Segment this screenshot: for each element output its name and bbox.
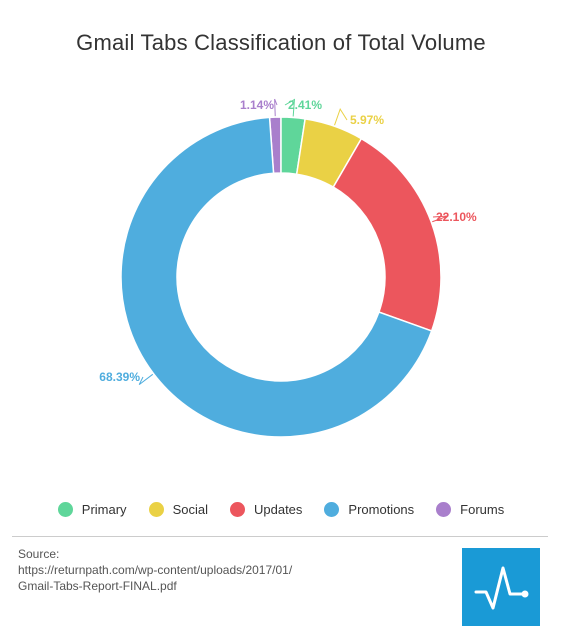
source-url-line-1[interactable]: https://returnpath.com/wp-content/upload… — [18, 563, 293, 577]
donut-chart: 1.14% 2.41% 5.97% 22.10% 68.39% — [99, 98, 477, 438]
data-label-forums: 1.14% — [240, 98, 274, 112]
source-citation: Source: https://returnpath.com/wp-conten… — [18, 546, 378, 594]
legend-dot-social — [148, 502, 164, 517]
legend-label-social: Social — [172, 502, 208, 517]
chart-title: Gmail Tabs Classification of Total Volum… — [76, 30, 486, 55]
legend-item-promotions[interactable]: Promotions — [324, 502, 414, 517]
data-label-updates: 22.10% — [436, 210, 477, 224]
legend-dot-forums — [436, 502, 452, 517]
leader-line-social — [334, 107, 348, 126]
data-label-promotions: 68.39% — [99, 370, 140, 384]
data-label-social: 5.97% — [350, 113, 384, 127]
slice-updates[interactable] — [332, 137, 442, 332]
legend-dot-updates — [229, 502, 245, 517]
footer-divider — [12, 536, 548, 537]
legend-dot-promotions — [324, 502, 340, 517]
legend-item-updates[interactable]: Updates — [229, 502, 303, 517]
legend-label-updates: Updates — [253, 502, 303, 517]
data-label-primary: 2.41% — [288, 98, 322, 112]
leader-line-promotions — [138, 373, 154, 386]
legend-dot-primary — [57, 502, 73, 517]
legend-label-promotions: Promotions — [348, 502, 415, 517]
legend-label-forums: Forums — [460, 502, 505, 517]
source-url-line-2[interactable]: Gmail-Tabs-Report-FINAL.pdf — [18, 579, 177, 593]
chart-legend: Primary Social Updates Promotions Forums — [0, 502, 562, 517]
pulse-line-icon — [474, 566, 529, 610]
leader-line-forums — [274, 98, 278, 117]
legend-item-social[interactable]: Social — [148, 502, 208, 517]
source-label: Source: — [18, 547, 60, 561]
legend-label-primary: Primary — [81, 502, 127, 517]
leader-line-updates — [432, 215, 449, 223]
legend-item-forums[interactable]: Forums — [436, 502, 504, 517]
leader-line-primary — [284, 98, 296, 117]
brand-logo — [462, 548, 540, 626]
slice-promotions[interactable] — [120, 116, 433, 438]
legend-item-primary[interactable]: Primary — [57, 502, 127, 517]
